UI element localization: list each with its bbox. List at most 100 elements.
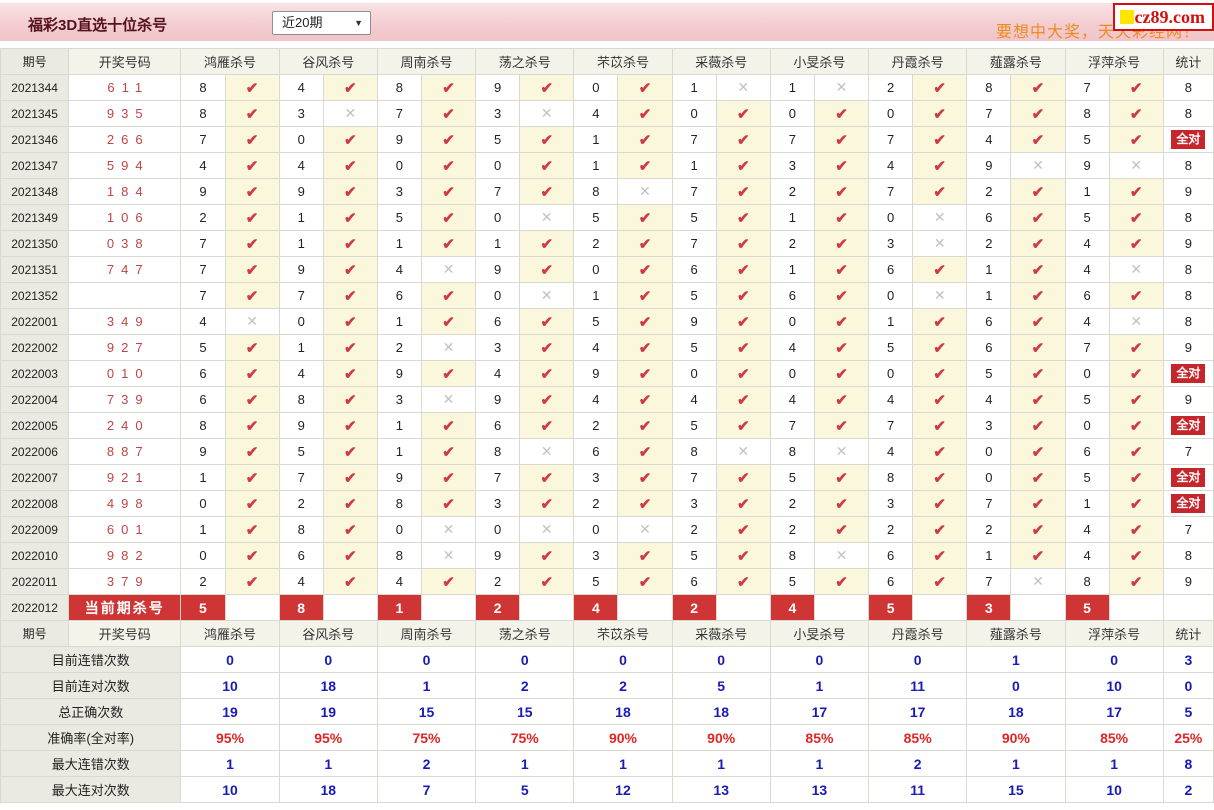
kill-number-cell: 1 bbox=[573, 152, 619, 179]
summary-value: 17 bbox=[868, 698, 968, 725]
period-range-dropdown[interactable]: ▼ 近20期 bbox=[272, 11, 371, 35]
check-icon: ✔ bbox=[715, 256, 771, 283]
kill-number-cell: 5 bbox=[376, 204, 422, 231]
summary-value: 1 bbox=[769, 750, 870, 777]
empty-cell bbox=[519, 594, 575, 621]
draw-number-cell: 601 bbox=[68, 516, 182, 543]
check-icon: ✔ bbox=[715, 386, 771, 413]
check-icon: ✔ bbox=[715, 100, 771, 127]
period-cell: 2022005 bbox=[0, 412, 70, 439]
summary-value: 13 bbox=[671, 776, 771, 803]
kill-number-cell: 7 bbox=[278, 282, 324, 309]
check-icon: ✔ bbox=[617, 542, 673, 569]
draw-number-cell: 379 bbox=[68, 568, 182, 595]
kill-number-cell: 6 bbox=[966, 204, 1012, 231]
kill-number-cell: 7 bbox=[475, 464, 521, 491]
kill-number-cell: 4 bbox=[769, 386, 815, 413]
check-icon: ✔ bbox=[420, 152, 477, 179]
kill-number-cell: 4 bbox=[376, 568, 422, 595]
kill-number-cell: 0 bbox=[278, 308, 324, 335]
check-icon: ✔ bbox=[420, 308, 477, 335]
kill-number-cell: 4 bbox=[278, 74, 324, 101]
kill-number-cell: 3 bbox=[376, 386, 422, 413]
draw-number-cell: 927 bbox=[68, 334, 182, 361]
current-kill-number-cell: 4 bbox=[573, 594, 619, 621]
stat-cell: 8 bbox=[1162, 204, 1214, 231]
check-icon: ✔ bbox=[1108, 464, 1164, 491]
check-icon: ✔ bbox=[519, 308, 575, 335]
kill-number-cell: 8 bbox=[671, 438, 717, 465]
kill-number-cell: 9 bbox=[278, 178, 324, 205]
kill-number-table: 期号 开奖号码 鸿雁杀号 谷风杀号 周南杀号 荡之杀号 芣苡杀号 采薇杀号 小旻杀号 丹霞杀号 薤露… bbox=[0, 48, 1214, 803]
kill-number-cell: 0 bbox=[769, 308, 815, 335]
kill-number-cell: 3 bbox=[868, 230, 914, 257]
summary-row: 目前连错次数 0 0 0 0 0 0 0 0 1 0 3 bbox=[0, 646, 1214, 673]
kill-number-cell: 9 bbox=[278, 412, 324, 439]
summary-value: 0 bbox=[376, 646, 477, 673]
check-icon: ✔ bbox=[617, 334, 673, 361]
column-header-expert: 谷风杀号 bbox=[278, 48, 378, 75]
check-icon: ✔ bbox=[224, 282, 280, 309]
kill-number-cell: 9 bbox=[475, 74, 521, 101]
kill-number-cell: 0 bbox=[868, 282, 914, 309]
cz89-logo[interactable]: cz89.com bbox=[1112, 3, 1214, 31]
kill-number-cell: 0 bbox=[573, 256, 619, 283]
cross-icon: ✕ bbox=[420, 516, 477, 543]
kill-number-cell: 7 bbox=[180, 230, 226, 257]
draw-number-cell: 038 bbox=[68, 230, 182, 257]
stat-cell: 8 bbox=[1162, 542, 1214, 569]
current-period-row: 2022012 当前期杀号 5 8 1 2 4 2 4 5 3 5 bbox=[0, 594, 1214, 621]
check-icon: ✔ bbox=[1010, 282, 1066, 309]
kill-number-cell: 6 bbox=[180, 386, 226, 413]
check-icon: ✔ bbox=[617, 464, 673, 491]
column-header-expert: 小旻杀号 bbox=[769, 48, 870, 75]
check-icon: ✔ bbox=[322, 230, 378, 257]
kill-number-cell: 4 bbox=[868, 438, 914, 465]
check-icon: ✔ bbox=[715, 282, 771, 309]
current-kill-number-cell: 1 bbox=[376, 594, 422, 621]
summary-value: 0 bbox=[1064, 646, 1164, 673]
stat-cell: 全对 bbox=[1162, 412, 1214, 439]
check-icon: ✔ bbox=[813, 204, 870, 231]
check-icon: ✔ bbox=[519, 126, 575, 153]
check-icon: ✔ bbox=[1108, 126, 1164, 153]
check-icon: ✔ bbox=[912, 178, 968, 205]
cross-icon: ✕ bbox=[912, 204, 968, 231]
kill-number-cell: 7 bbox=[278, 464, 324, 491]
cross-icon: ✕ bbox=[420, 256, 477, 283]
stat-cell bbox=[1162, 594, 1214, 621]
kill-number-cell: 9 bbox=[180, 178, 226, 205]
kill-number-cell: 3 bbox=[376, 178, 422, 205]
check-icon: ✔ bbox=[813, 256, 870, 283]
kill-number-cell: 0 bbox=[1064, 360, 1110, 387]
kill-number-cell: 8 bbox=[180, 412, 226, 439]
check-icon: ✔ bbox=[224, 360, 280, 387]
kill-number-cell: 4 bbox=[868, 152, 914, 179]
kill-number-cell: 6 bbox=[1064, 282, 1110, 309]
kill-number-cell: 5 bbox=[573, 204, 619, 231]
stat-cell: 9 bbox=[1162, 386, 1214, 413]
draw-number-cell: 010 bbox=[68, 360, 182, 387]
cross-icon: ✕ bbox=[1108, 256, 1164, 283]
summary-row: 准确率(全对率) 95% 95% 75% 75% 90% 90% 85% 85% 90% 85% 25… bbox=[0, 724, 1214, 751]
cross-icon: ✕ bbox=[617, 516, 673, 543]
period-cell: 2022007 bbox=[0, 464, 70, 491]
kill-number-cell: 1 bbox=[966, 542, 1012, 569]
kill-number-cell: 7 bbox=[1064, 74, 1110, 101]
kill-number-cell: 4 bbox=[278, 568, 324, 595]
cross-icon: ✕ bbox=[519, 438, 575, 465]
kill-number-cell: 2 bbox=[180, 204, 226, 231]
column-header-period: 期号 bbox=[0, 48, 70, 75]
kill-number-cell: 1 bbox=[573, 282, 619, 309]
cross-icon: ✕ bbox=[420, 386, 477, 413]
kill-number-cell: 7 bbox=[868, 178, 914, 205]
summary-value: 15 bbox=[475, 698, 575, 725]
summary-row: 总正确次数 19 19 15 15 18 18 17 17 18 17 5 bbox=[0, 698, 1214, 725]
kill-number-cell: 6 bbox=[475, 412, 521, 439]
check-icon: ✔ bbox=[1010, 230, 1066, 257]
check-icon: ✔ bbox=[322, 412, 378, 439]
check-icon: ✔ bbox=[912, 490, 968, 517]
summary-value: 1 bbox=[1064, 750, 1164, 777]
summary-value: 75% bbox=[475, 724, 575, 751]
kill-number-cell: 1 bbox=[376, 412, 422, 439]
